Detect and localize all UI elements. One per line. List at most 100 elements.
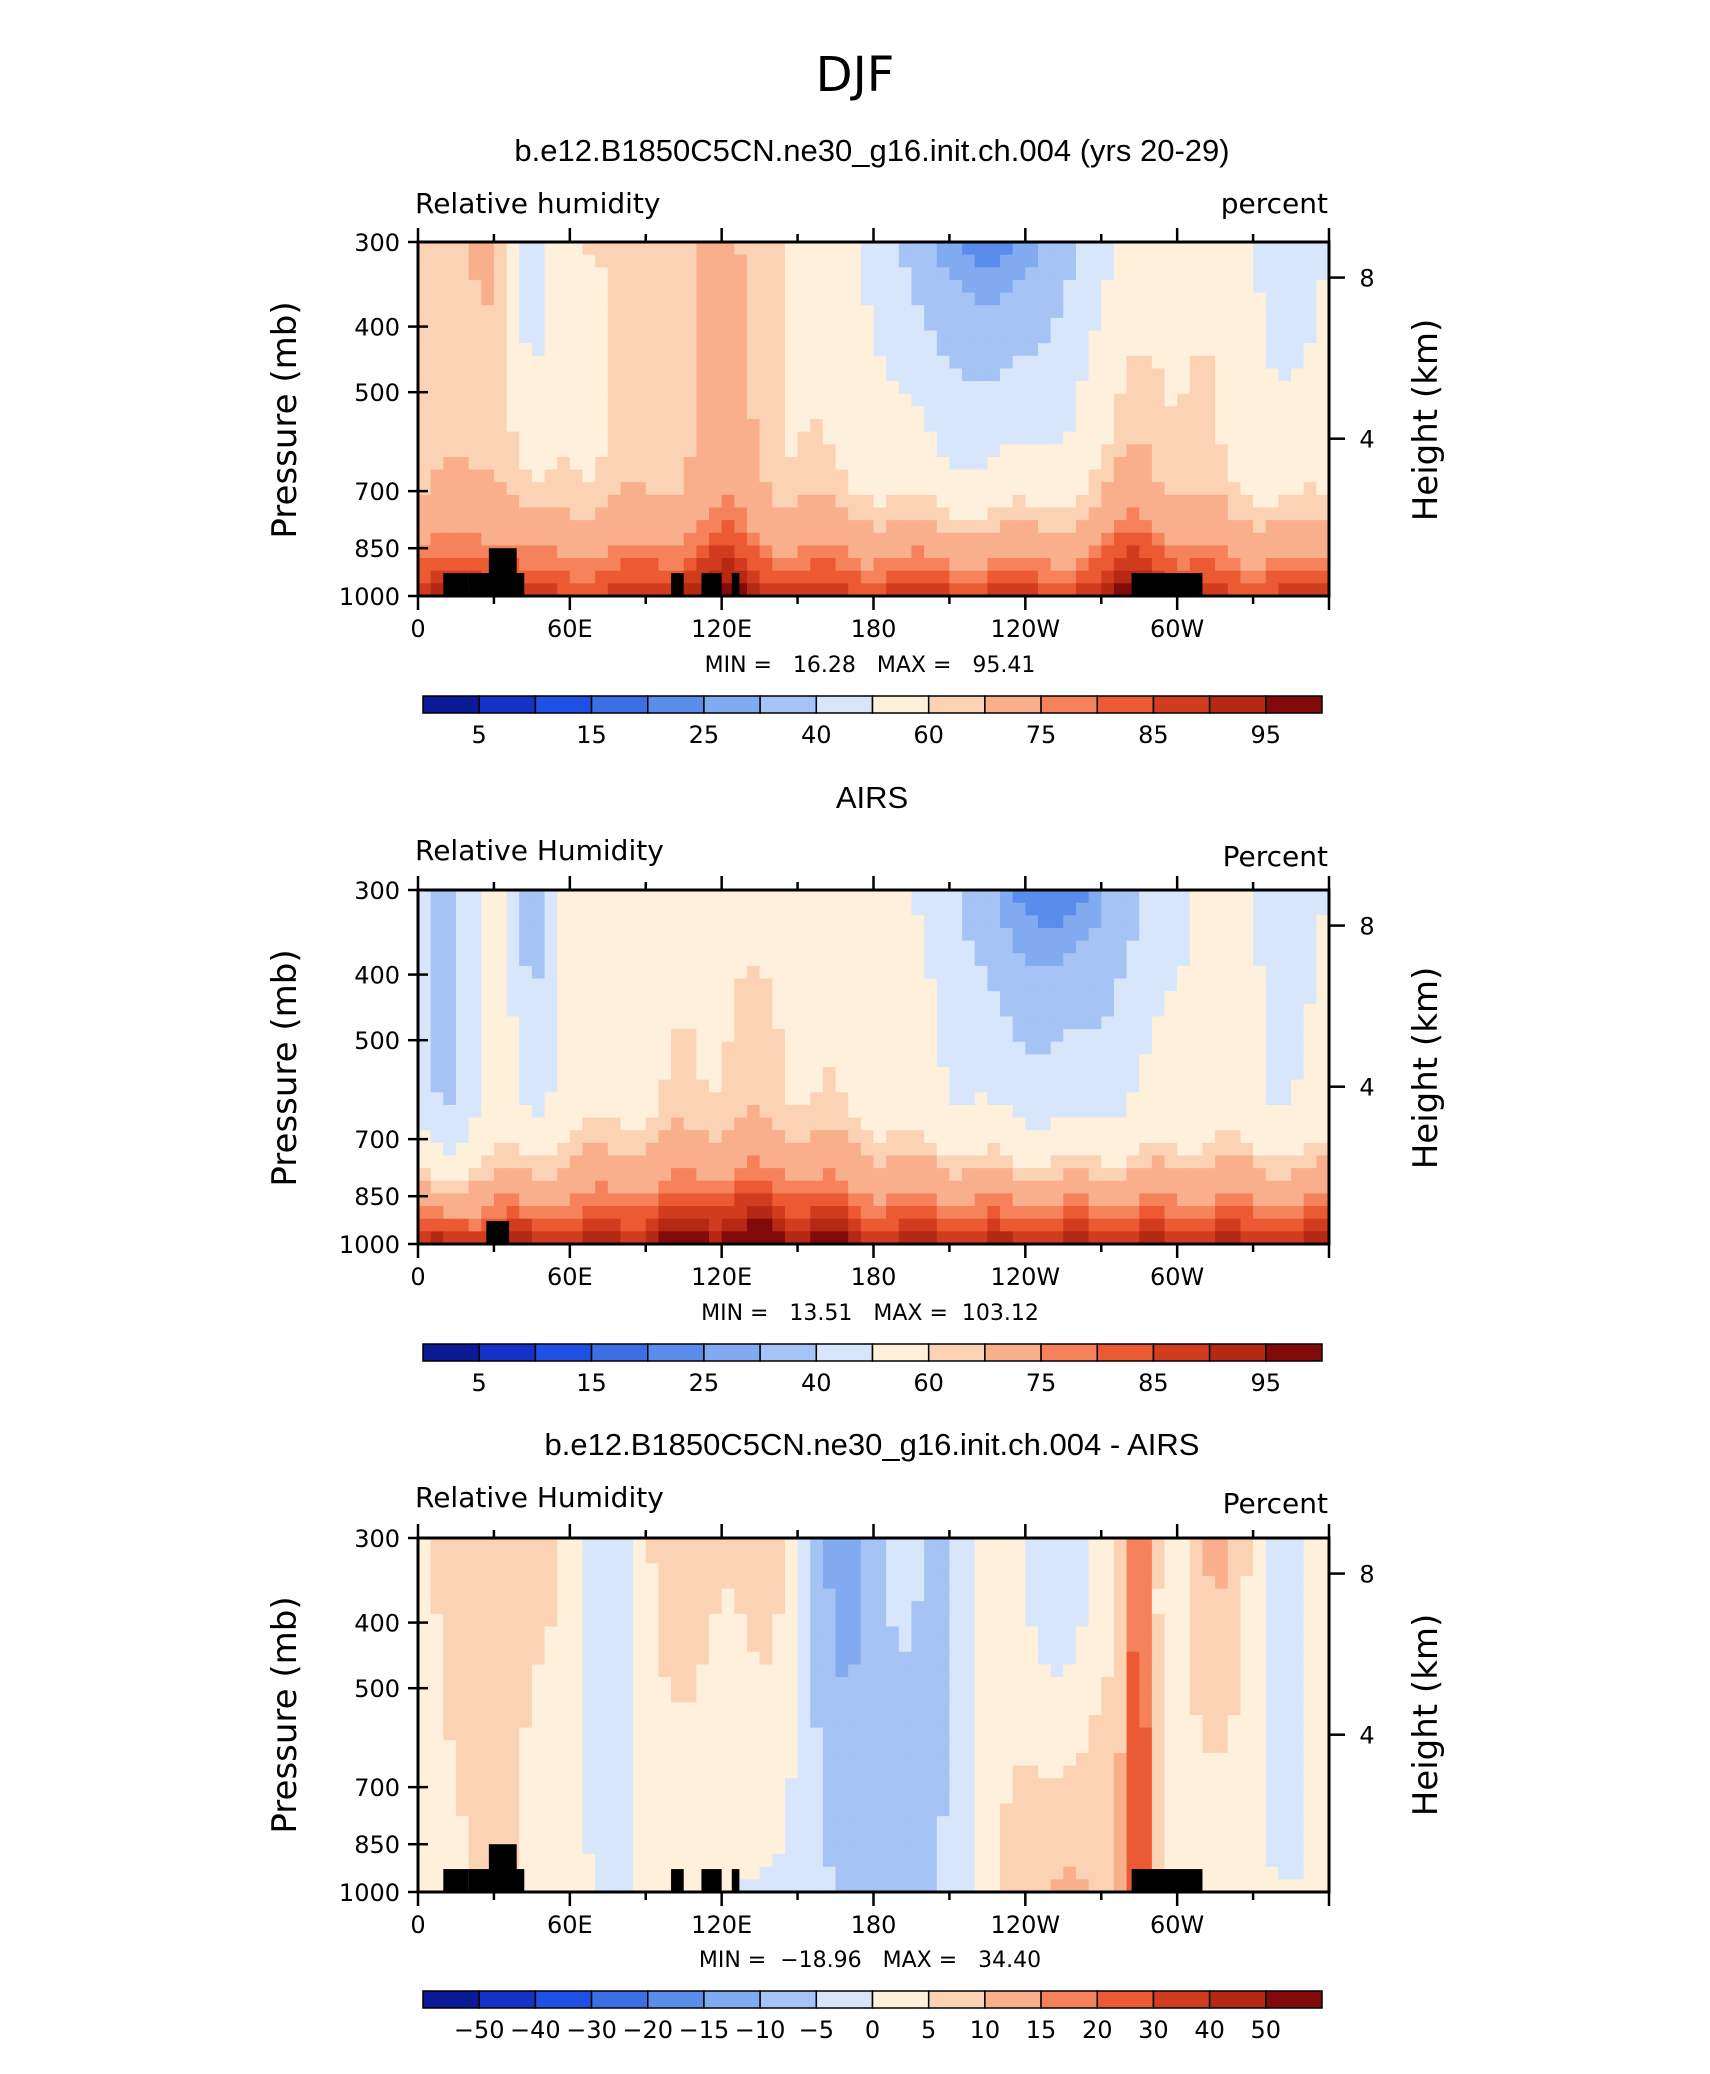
contour-cell [721, 444, 735, 458]
contour-cell [582, 965, 596, 980]
contour-cell [746, 1104, 761, 1119]
contour-cell [481, 1575, 495, 1590]
contour-cell [443, 242, 457, 256]
contour-cell [721, 1231, 735, 1245]
contour-cell [1202, 1155, 1216, 1169]
contour-cell [1177, 1575, 1191, 1590]
contour-cell [1000, 444, 1014, 458]
contour-cell [1151, 305, 1166, 319]
contour-cell [873, 482, 887, 496]
contour-cell [974, 1563, 988, 1577]
contour-cell [531, 469, 546, 483]
contour-cell [721, 292, 735, 306]
x-tick-label: 120E [691, 615, 752, 643]
contour-cell [835, 494, 849, 509]
contour-cell [1291, 1538, 1305, 1552]
contour-cell [962, 406, 976, 420]
contour-cell [1126, 1054, 1140, 1068]
contour-cell [1265, 1155, 1279, 1169]
contour-cell [1025, 1142, 1039, 1157]
contour-cell [595, 1639, 609, 1653]
contour-cell [607, 965, 622, 980]
contour-cell [1139, 254, 1153, 268]
contour-cell [582, 507, 596, 521]
contour-cell [721, 915, 735, 929]
colorbar-label: 15 [576, 1369, 607, 1397]
contour-cell [1037, 305, 1052, 319]
contour-cell [1189, 520, 1204, 534]
contour-cell [936, 520, 951, 534]
contour-cell [987, 507, 1001, 521]
contour-cell [455, 1639, 470, 1653]
contour-cell [759, 583, 773, 597]
contour-cell [1063, 1092, 1077, 1106]
contour-cell [443, 902, 457, 916]
contour-cell [1113, 317, 1128, 332]
contour-cell [1151, 1193, 1166, 1207]
contour-cell [1164, 1041, 1178, 1055]
contour-cell [1050, 1104, 1064, 1119]
contour-cell [987, 532, 1001, 547]
contour-cell [974, 254, 988, 268]
contour-cell [974, 927, 988, 942]
contour-cell [455, 1231, 470, 1245]
contour-cell [683, 1639, 697, 1653]
contour-cell [671, 1218, 685, 1232]
contour-cell [658, 1130, 672, 1144]
contour-cell [1050, 1142, 1064, 1157]
contour-cell [506, 1067, 520, 1081]
contour-cell [430, 1664, 444, 1678]
contour-cell [835, 1054, 849, 1068]
contour-cell [860, 279, 875, 294]
contour-cell [936, 570, 951, 584]
contour-cell [582, 1117, 596, 1131]
contour-cell [721, 305, 735, 319]
contour-cell [1240, 1639, 1254, 1653]
contour-cell [430, 469, 444, 483]
contour-cell [569, 1575, 584, 1590]
contour-cell [607, 1550, 622, 1564]
contour-cell [582, 393, 596, 407]
contour-cell [633, 267, 647, 281]
contour-cell [1316, 1155, 1330, 1169]
contour-cell [1291, 279, 1305, 294]
colorbar-swatch [647, 1343, 705, 1362]
contour-cell [544, 1550, 558, 1564]
contour-cell [797, 953, 811, 967]
contour-cell [1113, 927, 1128, 942]
contour-cell [822, 431, 837, 445]
contour-cell [1253, 520, 1267, 534]
contour-cell [595, 482, 609, 496]
contour-cell [1202, 570, 1216, 584]
contour-cell [506, 507, 520, 521]
contour-cell [418, 1626, 432, 1640]
contour-cell [1088, 940, 1102, 954]
contour-cell [1050, 507, 1064, 521]
contour-cell [595, 507, 609, 521]
contour-cell [848, 545, 862, 559]
contour-cell [1291, 902, 1305, 916]
contour-cell [1189, 1041, 1204, 1055]
contour-cell [1189, 1130, 1204, 1144]
contour-cell [468, 279, 482, 294]
contour-cell [709, 330, 723, 344]
contour-cell [784, 953, 799, 967]
contour-cell [418, 1092, 432, 1106]
contour-cell [468, 330, 482, 344]
contour-cell [506, 1550, 520, 1564]
y-tick-label: 700 [354, 1126, 400, 1154]
contour-cell [873, 1613, 887, 1628]
contour-cell [683, 254, 697, 268]
contour-cell [1126, 520, 1140, 534]
contour-cell [810, 330, 824, 344]
contour-cell [531, 317, 546, 332]
contour-cell [1101, 1626, 1115, 1640]
contour-cell [784, 267, 799, 281]
contour-cell [924, 1550, 938, 1564]
contour-cell [1050, 1092, 1064, 1106]
contour-cell [810, 1563, 824, 1577]
colorbar-swatch [703, 695, 761, 714]
contour-cell [1000, 1168, 1014, 1182]
contour-cell [835, 444, 849, 458]
contour-cell [443, 355, 457, 370]
